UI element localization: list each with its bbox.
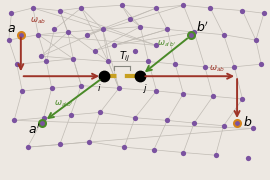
Text: $\omega_{a'b'}$: $\omega_{a'b'}$	[54, 99, 73, 109]
Text: $a$: $a$	[7, 22, 16, 35]
Text: $i$: $i$	[97, 82, 102, 93]
Text: $T_{ij}$: $T_{ij}$	[119, 49, 131, 64]
Text: $a'$: $a'$	[28, 122, 40, 137]
Text: $\omega_{a'b'}$: $\omega_{a'b'}$	[157, 38, 177, 49]
Text: $\omega_{ab}$: $\omega_{ab}$	[209, 64, 225, 74]
Text: $\omega_{ab}$: $\omega_{ab}$	[30, 16, 46, 26]
Text: $b'$: $b'$	[195, 21, 209, 35]
Text: $b$: $b$	[243, 115, 252, 129]
Text: $j$: $j$	[143, 82, 148, 95]
